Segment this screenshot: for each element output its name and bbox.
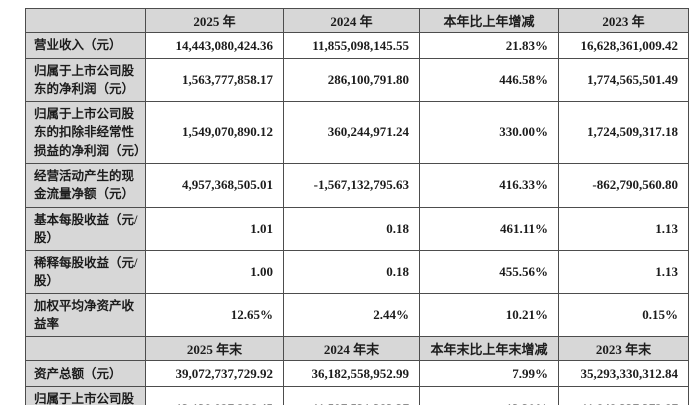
cell-2025: 14,443,080,424.36 (145, 32, 284, 59)
cell-2025: 1,563,777,858.17 (145, 57, 284, 103)
cell-2024: 11,855,098,145.55 (283, 32, 420, 59)
table-row-diluted-eps: 稀释每股收益（元/股） 1.00 0.18 455.56% 1.13 (25, 249, 689, 295)
corner-cell (25, 336, 146, 362)
cell-2024: 0.18 (283, 249, 420, 295)
header-2023: 2023 年 (558, 8, 689, 33)
cell-2024: 360,244,971.24 (283, 101, 420, 164)
cell-change: 455.56% (419, 249, 559, 295)
cell-change: 13.30% (419, 386, 559, 405)
header-yearend-change: 本年末比上年末增减 (419, 336, 559, 362)
financial-summary-table: 2025 年 2024 年 本年比上年增减 2023 年 营业收入（元） 14,… (25, 8, 689, 405)
cell-change: 461.11% (419, 206, 559, 251)
cell-2025: 1.01 (145, 206, 284, 251)
row-label: 经营活动产生的现金流量净额（元） (25, 162, 146, 208)
corner-cell (25, 8, 146, 33)
table-row-total-assets: 资产总额（元） 39,072,737,729.92 36,182,558,952… (25, 360, 689, 388)
table-row-operating-cash-flow: 经营活动产生的现金流量净额（元） 4,957,368,505.01 -1,567… (25, 162, 689, 208)
cell-2025: 12.65% (145, 293, 284, 338)
table-row-deducted-net-profit: 归属于上市公司股东的扣除非经常性损益的净利润（元） 1,549,070,890.… (25, 101, 689, 164)
cell-2024: 36,182,558,952.99 (283, 360, 420, 388)
header-2023-end: 2023 年末 (558, 336, 689, 362)
header-2024: 2024 年 (283, 8, 420, 33)
section2-header-row: 2025 年末 2024 年末 本年末比上年末增减 2023 年末 (25, 336, 689, 362)
cell-2024: 11,597,531,383.37 (283, 386, 420, 405)
header-2025: 2025 年 (145, 8, 284, 33)
cell-change: 330.00% (419, 101, 559, 164)
cell-2024: 2.44% (283, 293, 420, 338)
table-row-basic-eps: 基本每股收益（元/股） 1.01 0.18 461.11% 1.13 (25, 206, 689, 251)
table-row-weighted-avg-roe: 加权平均净资产收益率 12.65% 2.44% 10.21% 0.15% (25, 293, 689, 338)
cell-change: 10.21% (419, 293, 559, 338)
cell-2023: 1,774,565,501.49 (558, 57, 689, 103)
cell-2023: 1.13 (558, 206, 689, 251)
cell-2023: 0.15% (558, 293, 689, 338)
cell-2023: 1,724,509,317.18 (558, 101, 689, 164)
cell-2023: 16,628,361,009.42 (558, 32, 689, 59)
row-label: 归属于上市公司股东的净资产（元） (25, 386, 146, 405)
cell-change: 7.99% (419, 360, 559, 388)
cell-change: 416.33% (419, 162, 559, 208)
cell-2024: 0.18 (283, 206, 420, 251)
row-label: 归属于上市公司股东的扣除非经常性损益的净利润（元） (25, 101, 147, 164)
row-label: 资产总额（元） (25, 360, 146, 388)
cell-2025: 1.00 (145, 249, 284, 295)
header-yoy-change: 本年比上年增减 (419, 8, 559, 33)
row-label: 归属于上市公司股东的净利润（元） (25, 57, 146, 103)
cell-2025: 13,139,927,286.45 (145, 386, 284, 405)
cell-2024: 286,100,791.80 (283, 57, 420, 103)
header-2024-end: 2024 年末 (283, 336, 420, 362)
section1-header-row: 2025 年 2024 年 本年比上年增减 2023 年 (25, 8, 689, 33)
cell-2025: 39,072,737,729.92 (145, 360, 284, 388)
row-label: 加权平均净资产收益率 (25, 293, 146, 338)
cell-change: 21.83% (419, 32, 559, 59)
cell-2023: -862,790,560.80 (558, 162, 689, 208)
table-row-revenue: 营业收入（元） 14,443,080,424.36 11,855,098,145… (25, 32, 689, 59)
row-label: 稀释每股收益（元/股） (25, 249, 146, 295)
cell-change: 446.58% (419, 57, 559, 103)
table-row-net-assets: 归属于上市公司股东的净资产（元） 13,139,927,286.45 11,59… (25, 386, 689, 405)
cell-2023: 11,848,337,372.87 (558, 386, 689, 405)
cell-2023: 1.13 (558, 249, 689, 295)
row-label: 基本每股收益（元/股） (25, 206, 146, 251)
table-row-net-profit: 归属于上市公司股东的净利润（元） 1,563,777,858.17 286,10… (25, 57, 689, 103)
cell-2023: 35,293,330,312.84 (558, 360, 689, 388)
cell-2025: 4,957,368,505.01 (145, 162, 284, 208)
row-label: 营业收入（元） (25, 32, 146, 59)
cell-2025: 1,549,070,890.12 (145, 101, 284, 164)
header-2025-end: 2025 年末 (145, 336, 284, 362)
cell-2024: -1,567,132,795.63 (283, 162, 420, 208)
